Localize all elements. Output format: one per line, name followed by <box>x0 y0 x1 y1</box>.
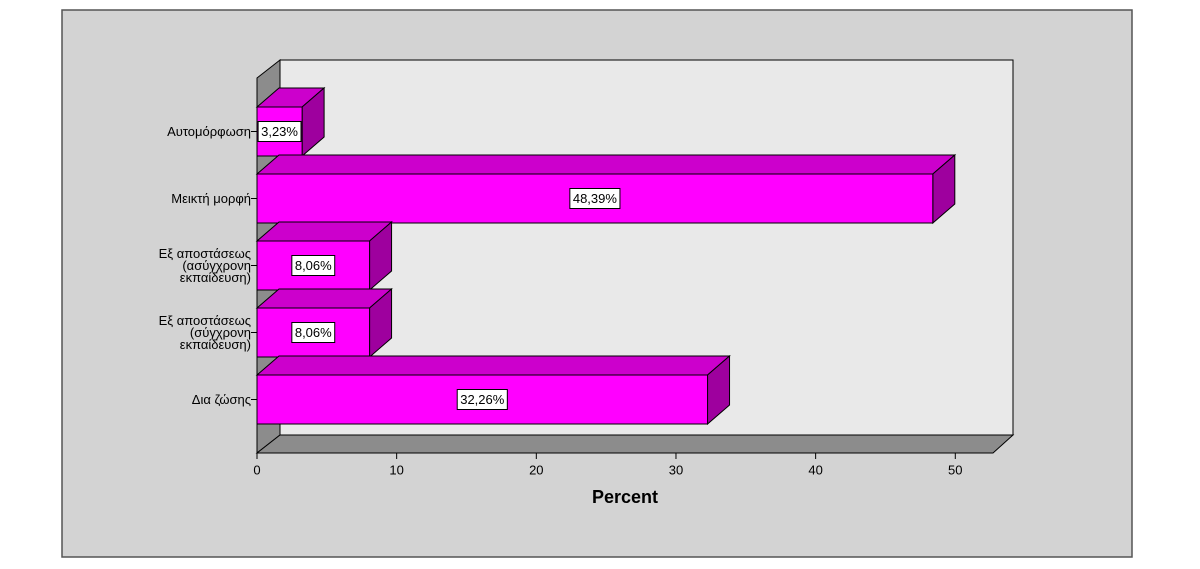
x-tick-label: 50 <box>948 462 962 477</box>
y-tick-label: Δια ζώσης <box>191 391 251 407</box>
bar-top <box>255 221 393 242</box>
x-axis-title: Percent <box>592 487 658 507</box>
value-label-box <box>291 322 336 343</box>
x-tick-label: 20 <box>529 462 543 477</box>
value-label: 8,06% <box>295 258 332 273</box>
value-label-box <box>569 188 621 209</box>
floor <box>255 434 1015 454</box>
bar-top <box>255 154 957 175</box>
y-tick-label: Αυτομόρφωση <box>167 123 251 139</box>
value-label-box <box>456 389 508 410</box>
y-tick-label: Εξ αποστάσεως (σύγχρονη εκπαίδευση) <box>158 312 251 352</box>
value-label: 32,26% <box>460 392 505 407</box>
x-tick-label: 10 <box>389 462 403 477</box>
value-label: 3,23% <box>261 124 298 139</box>
value-label-box <box>291 255 336 276</box>
value-label: 48,39% <box>573 191 618 206</box>
x-tick-label: 40 <box>808 462 822 477</box>
y-tick-label: Εξ αποστάσεως (ασύγχρονη εκπαίδευση) <box>158 245 251 285</box>
y-tick-label: Μεικτή μορφή <box>171 190 251 206</box>
bar-top <box>255 288 393 309</box>
bar-top <box>255 355 731 376</box>
x-tick-label: 0 <box>253 462 260 477</box>
value-label: 8,06% <box>295 325 332 340</box>
value-label-box <box>257 121 302 142</box>
x-tick-label: 30 <box>669 462 683 477</box>
